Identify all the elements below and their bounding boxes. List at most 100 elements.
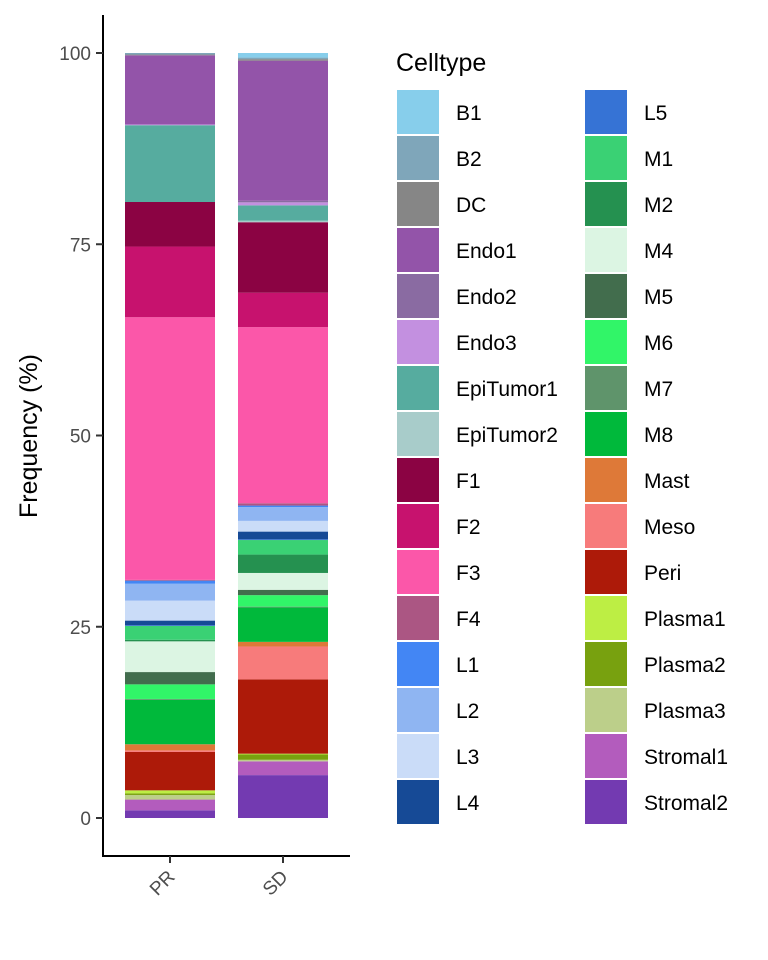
bar-segment-sd-f3 — [238, 327, 328, 504]
bar-segment-pr-plasma3 — [125, 794, 215, 800]
legend-key-plasma1 — [585, 596, 627, 640]
legend-label-f4: F4 — [456, 608, 481, 631]
legend-label-l5: L5 — [644, 102, 667, 125]
legend-label-dc: DC — [456, 194, 486, 217]
legend-key-mast — [585, 458, 627, 502]
bar-segment-pr-b2 — [125, 53, 215, 55]
legend-key-f1 — [397, 458, 439, 502]
legend-key-endo3 — [397, 320, 439, 364]
legend-key-meso — [585, 504, 627, 548]
bar-segment-pr-f3 — [125, 317, 215, 580]
legend-key-l3 — [397, 734, 439, 778]
legend-label-m6: M6 — [644, 332, 673, 355]
bar-segment-sd-endo3 — [238, 202, 328, 206]
legend-key-l1 — [397, 642, 439, 686]
bar-segment-sd-epitumor1 — [238, 205, 328, 221]
bar-segment-pr-m5 — [125, 672, 215, 685]
bar-segment-sd-m6 — [238, 595, 328, 607]
legend-label-plasma3: Plasma3 — [644, 700, 726, 723]
legend-label-m1: M1 — [644, 148, 673, 171]
bar-segment-sd-peri — [238, 679, 328, 754]
bar-segment-sd-b2 — [238, 57, 328, 60]
legend-label-plasma2: Plasma2 — [644, 654, 726, 677]
bar-segment-sd-f4 — [238, 503, 328, 506]
bar-segment-pr-plasma1 — [125, 790, 215, 794]
bar-segment-sd-plasma3 — [238, 759, 328, 762]
bar-segment-pr-l4 — [125, 620, 215, 626]
legend-label-f2: F2 — [456, 516, 481, 539]
legend-label-b2: B2 — [456, 148, 482, 171]
bar-segment-sd-m1 — [238, 540, 328, 555]
legend-key-b2 — [397, 136, 439, 180]
bar-segment-pr-endo1 — [125, 55, 215, 125]
legend-label-endo3: Endo3 — [456, 332, 517, 355]
bar-stacks — [125, 53, 328, 818]
bar-segment-pr-m1 — [125, 625, 215, 640]
y-tick-label: 0 — [80, 809, 91, 830]
legend-title: Celltype — [396, 49, 486, 77]
bar-segment-sd-plasma1 — [238, 753, 328, 755]
legend-key-m5 — [585, 274, 627, 318]
bar-segment-pr-epitumor1 — [125, 125, 215, 203]
y-tick-label: 100 — [59, 44, 91, 65]
legend-label-m5: M5 — [644, 286, 673, 309]
legend-label-f3: F3 — [456, 562, 481, 585]
y-tick-label: 50 — [70, 427, 91, 448]
bar-segment-sd-endo2 — [238, 200, 328, 203]
bar-segment-sd-f2 — [238, 292, 328, 328]
bar-segment-sd-l3 — [238, 520, 328, 532]
legend-key-m4 — [585, 228, 627, 272]
legend-key-b1 — [397, 90, 439, 134]
bar-segment-pr-m2 — [125, 639, 215, 642]
bar-segment-pr-l2 — [125, 583, 215, 601]
bar-segment-pr-stromal2 — [125, 810, 215, 818]
bar-segment-pr-m8 — [125, 699, 215, 745]
legend-label-endo1: Endo1 — [456, 240, 517, 263]
x-tick-label: SD — [259, 867, 293, 901]
legend: B1 B2 DC Endo1 Endo2 Endo3 EpiTumor1 EpiTumor2 F… — [397, 90, 728, 824]
legend-key-l4 — [397, 780, 439, 824]
bar-segment-sd-dc — [238, 59, 328, 61]
bar-segment-pr-l3 — [125, 600, 215, 621]
legend-label-b1: B1 — [456, 102, 482, 125]
bar-segment-pr-l5 — [125, 625, 215, 626]
legend-label-m8: M8 — [644, 424, 673, 447]
y-tick-label: 25 — [70, 618, 91, 639]
legend-label-epitumor2: EpiTumor2 — [456, 424, 558, 447]
legend-key-dc — [397, 182, 439, 226]
legend-label-stromal1: Stromal1 — [644, 746, 728, 769]
bar-segment-sd-b1 — [238, 53, 328, 58]
bar-segment-pr-stromal1 — [125, 799, 215, 811]
bar-segment-pr-endo3 — [125, 124, 215, 126]
bar-segment-sd-stromal2 — [238, 775, 328, 818]
legend-key-m8 — [585, 412, 627, 456]
bar-segment-pr-l1 — [125, 580, 215, 584]
bar-segment-pr-f2 — [125, 246, 215, 318]
y-axis-title: Frequency (%) — [15, 354, 43, 518]
bar-segment-sd-m4 — [238, 572, 328, 590]
legend-key-f3 — [397, 550, 439, 594]
legend-key-endo2 — [397, 274, 439, 318]
legend-key-l5 — [585, 90, 627, 134]
bar-segment-sd-m5 — [238, 589, 328, 596]
legend-label-l4: L4 — [456, 792, 480, 815]
bar-segment-sd-stromal1 — [238, 761, 328, 776]
legend-label-l3: L3 — [456, 746, 479, 769]
bar-segment-pr-m7 — [125, 698, 215, 700]
legend-label-f1: F1 — [456, 470, 481, 493]
bar-segment-sd-epitumor2 — [238, 220, 328, 223]
bar-segment-sd-plasma2 — [238, 754, 328, 760]
bar-segment-pr-m6 — [125, 684, 215, 699]
legend-label-meso: Meso — [644, 516, 695, 539]
legend-label-endo2: Endo2 — [456, 286, 517, 309]
legend-key-stromal2 — [585, 780, 627, 824]
y-tick-label: 75 — [70, 235, 91, 256]
bar-segment-sd-m8 — [238, 607, 328, 642]
bar-segment-sd-f1 — [238, 222, 328, 293]
bar-segment-sd-l4 — [238, 531, 328, 540]
legend-key-peri — [585, 550, 627, 594]
bar-segment-pr-mast — [125, 744, 215, 751]
bar-segment-pr-f4 — [125, 579, 215, 581]
legend-label-mast: Mast — [644, 470, 690, 493]
